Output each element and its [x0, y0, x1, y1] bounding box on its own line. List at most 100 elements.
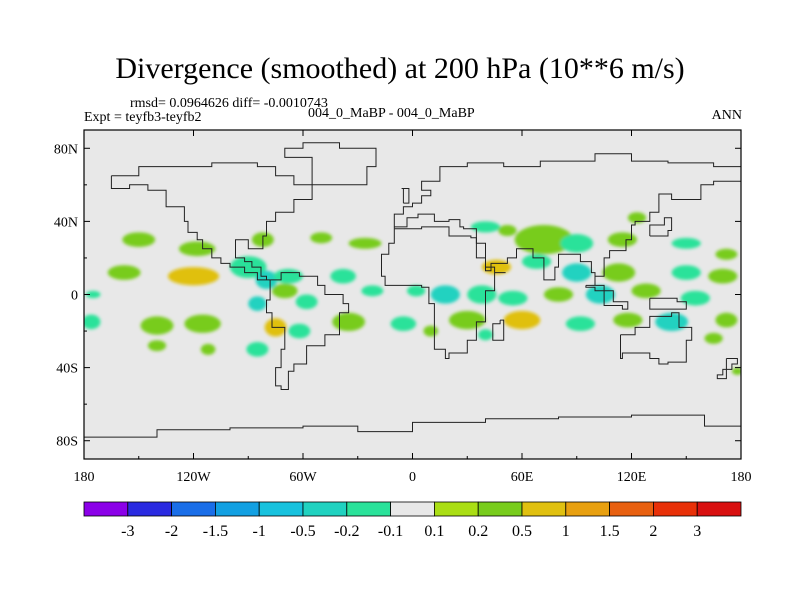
- colorbar-label-6: -0.1: [378, 523, 403, 540]
- coastline-6: [585, 284, 629, 310]
- colorbar-swatch-2: [171, 501, 216, 517]
- field-anomaly-51: [565, 316, 596, 332]
- field-anomaly-36: [671, 237, 701, 249]
- field-anomaly-37: [715, 248, 738, 260]
- field-anomaly-40: [562, 263, 592, 282]
- field-anomaly-20: [140, 316, 174, 335]
- colorbar-swatch-11: [565, 501, 610, 517]
- field-anomaly-49: [449, 310, 486, 330]
- colorbar-label-0: -3: [121, 523, 134, 540]
- colorbar-swatch-12: [609, 501, 654, 517]
- colorbar-swatch-10: [521, 501, 567, 517]
- field-anomaly-21: [184, 314, 221, 333]
- field-anomaly-1: [178, 241, 216, 257]
- field-anomaly-35: [627, 212, 647, 224]
- stats-label: rmsd= 0.0964626 diff= -0.0010743: [130, 96, 328, 111]
- colorbar-label-8: 0.2: [468, 523, 488, 540]
- coastline-11: [84, 414, 741, 438]
- field-anomaly-54: [715, 312, 738, 328]
- field-anomaly-18: [467, 285, 497, 304]
- coastline-0: [110, 162, 313, 281]
- colorbar-swatch-1: [127, 501, 173, 517]
- field-anomaly-16: [407, 285, 426, 297]
- field-anomaly-23: [288, 323, 311, 339]
- colorbar-label-7: 0.1: [424, 523, 444, 540]
- colorbar-swatch-6: [346, 501, 391, 517]
- field-anomaly-33: [560, 234, 594, 253]
- field-anomaly-48: [680, 290, 710, 306]
- field-anomaly-56: [704, 332, 723, 344]
- field-anomaly-31: [498, 225, 517, 237]
- colorbar-swatch-0: [83, 501, 129, 517]
- field-anomaly-53: [655, 312, 689, 332]
- coastline-2: [284, 142, 377, 186]
- field-anomaly-44: [498, 290, 528, 306]
- coastline-10: [649, 217, 673, 237]
- field-anomaly-24: [332, 312, 366, 332]
- coastline-12: [716, 358, 738, 380]
- field-anomaly-29: [423, 325, 439, 337]
- coastline-9: [492, 319, 505, 341]
- field-anomaly-28: [200, 343, 216, 355]
- colorbar-swatch-7: [390, 501, 435, 517]
- field-anomaly-52: [613, 312, 643, 328]
- field-anomaly-13: [271, 283, 298, 299]
- field-anomaly-0: [122, 232, 156, 247]
- field-anomaly-6: [167, 267, 220, 286]
- colorbar-label-10: 1: [562, 523, 570, 540]
- field-anomaly-4: [348, 237, 382, 249]
- y-tick-label-0: 80N: [54, 142, 78, 157]
- x-tick-label-0: 180: [74, 470, 95, 485]
- y-tick-label-4: 80S: [56, 435, 78, 450]
- field-anomaly-19: [84, 314, 101, 330]
- x-tick-label-3: 0: [409, 470, 416, 485]
- field-anomaly-27: [246, 342, 269, 357]
- y-tick-label-1: 40N: [54, 215, 78, 230]
- coastline-4: [393, 153, 741, 286]
- field-anomaly-42: [671, 265, 701, 280]
- coastline-7: [649, 297, 687, 310]
- field-anomaly-45: [543, 287, 574, 302]
- period-label: ANN: [711, 108, 742, 123]
- y-tick-label-2: 0: [71, 289, 78, 304]
- y-tick-label-3: 40S: [56, 362, 78, 377]
- field-anomaly-11: [85, 290, 101, 299]
- field-anomaly-9: [273, 268, 303, 284]
- field-anomaly-50: [503, 310, 541, 330]
- colorbar-label-13: 3: [693, 523, 701, 540]
- x-tick-label-5: 120E: [617, 470, 647, 485]
- coastline-8: [401, 188, 410, 204]
- field-anomaly-34: [607, 232, 637, 247]
- field-anomaly-17: [430, 285, 460, 304]
- colorbar-label-11: 1.5: [600, 523, 620, 540]
- colorbar-swatch-8: [433, 501, 479, 517]
- colorbar-label-2: -1.5: [203, 523, 228, 540]
- colorbar-label-5: -0.2: [334, 523, 359, 540]
- colorbar-label-1: -2: [165, 523, 178, 540]
- x-tick-label-6: 180: [731, 470, 752, 485]
- field-anomaly-25: [390, 316, 417, 332]
- field-anomaly-47: [631, 283, 661, 299]
- colorbar-swatch-5: [302, 501, 348, 517]
- x-tick-label-2: 60W: [289, 470, 317, 485]
- field-anomaly-30: [470, 221, 501, 233]
- colorbar-swatch-9: [477, 501, 523, 517]
- colorbar-label-3: -1: [253, 523, 266, 540]
- field-anomaly-10: [330, 268, 356, 284]
- field-anomaly-32: [514, 225, 574, 255]
- experiment-label: Expt = teyfb3-teyfb2: [84, 110, 202, 125]
- colorbar-swatch-3: [214, 501, 260, 517]
- field-anomaly-5: [107, 265, 141, 280]
- colorbar-label-4: -0.5: [290, 523, 315, 540]
- field-anomaly-55: [478, 329, 493, 341]
- chart-title: Divergence (smoothed) at 200 hPa (10**6 …: [115, 52, 685, 85]
- field-anomaly-41: [602, 263, 636, 282]
- field-anomaly-43: [708, 268, 738, 284]
- colorbar-swatch-4: [258, 501, 304, 517]
- coastline-3: [381, 226, 506, 359]
- colorbar-label-9: 0.5: [512, 523, 532, 540]
- field-anomaly-15: [361, 285, 384, 297]
- colorbar-swatch-14: [696, 501, 742, 517]
- field-anomaly-26: [147, 340, 167, 352]
